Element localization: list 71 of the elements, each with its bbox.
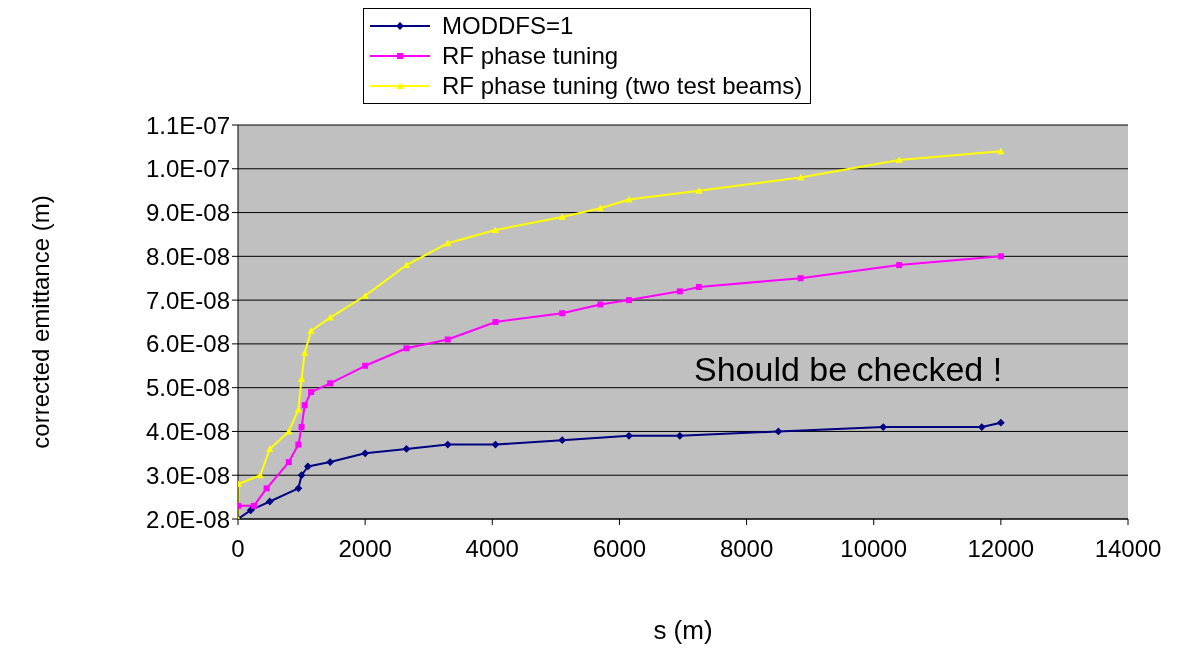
annotation: Should be checked ! (694, 350, 1003, 389)
point (797, 173, 805, 181)
point (326, 458, 335, 466)
legend-label: RF phase tuning (two test beams) (442, 72, 803, 100)
point (997, 253, 1004, 260)
point (896, 262, 903, 269)
point (443, 440, 452, 449)
point (996, 418, 1005, 427)
y-tick-label: 4.0E-08 (145, 417, 230, 445)
y-tick-label: 1.1E-07 (145, 111, 230, 139)
point (558, 436, 567, 445)
point (797, 275, 804, 282)
point (695, 283, 702, 290)
point (676, 288, 683, 295)
point (625, 297, 632, 304)
point (263, 485, 270, 492)
x-tick-label: 8000 (719, 535, 774, 562)
y-tick-label: 7.0E-08 (145, 286, 230, 314)
y-tick-label: 2.0E-08 (145, 505, 230, 533)
point (625, 431, 633, 440)
y-tick-label: 3.0E-08 (145, 461, 230, 489)
x-tick-label: 10000 (840, 535, 908, 562)
point (297, 471, 306, 480)
y-tick-label: 8.0E-08 (145, 242, 230, 270)
point (326, 314, 334, 321)
x-tick-label: 0 (231, 535, 245, 562)
point (295, 441, 302, 448)
point (250, 502, 257, 509)
point (265, 497, 274, 506)
point (774, 427, 783, 436)
point (596, 204, 604, 212)
point (301, 349, 309, 356)
point (297, 375, 306, 382)
x-tick-label: 12000 (967, 535, 1035, 562)
point (361, 449, 370, 458)
point (491, 226, 500, 234)
point (597, 301, 604, 308)
point (403, 345, 410, 352)
point (362, 362, 369, 369)
point (559, 310, 566, 317)
x-tick-label: 4000 (465, 535, 519, 562)
point (327, 380, 334, 387)
x-tick-label: 2000 (338, 535, 392, 562)
x-axis-title: s (m) (653, 615, 713, 645)
point (444, 336, 451, 343)
point (675, 431, 684, 440)
point (285, 459, 292, 466)
x-tick-label: 14000 (1094, 535, 1162, 562)
point (361, 292, 369, 299)
y-tick-label: 9.0E-08 (145, 199, 230, 227)
legend-label: RF phase tuning (442, 42, 619, 70)
point (298, 424, 305, 431)
point (266, 445, 274, 452)
point (695, 187, 703, 194)
point (402, 445, 411, 453)
point (558, 213, 566, 220)
y-tick-label: 6.0E-08 (145, 330, 230, 358)
point (308, 389, 315, 396)
point (294, 484, 303, 493)
y-tick-label: 5.0E-08 (145, 374, 230, 402)
point (301, 402, 308, 409)
point (307, 327, 315, 334)
point (402, 261, 411, 269)
point (492, 319, 499, 325)
point (304, 462, 312, 471)
y-tick-label: 1.0E-07 (145, 155, 230, 183)
legend-label: MODDFS=1 (442, 12, 574, 40)
point (895, 156, 903, 164)
y-axis-title: corrected emittance (m) (26, 195, 54, 449)
x-tick-label: 6000 (592, 535, 647, 562)
point (491, 440, 500, 449)
